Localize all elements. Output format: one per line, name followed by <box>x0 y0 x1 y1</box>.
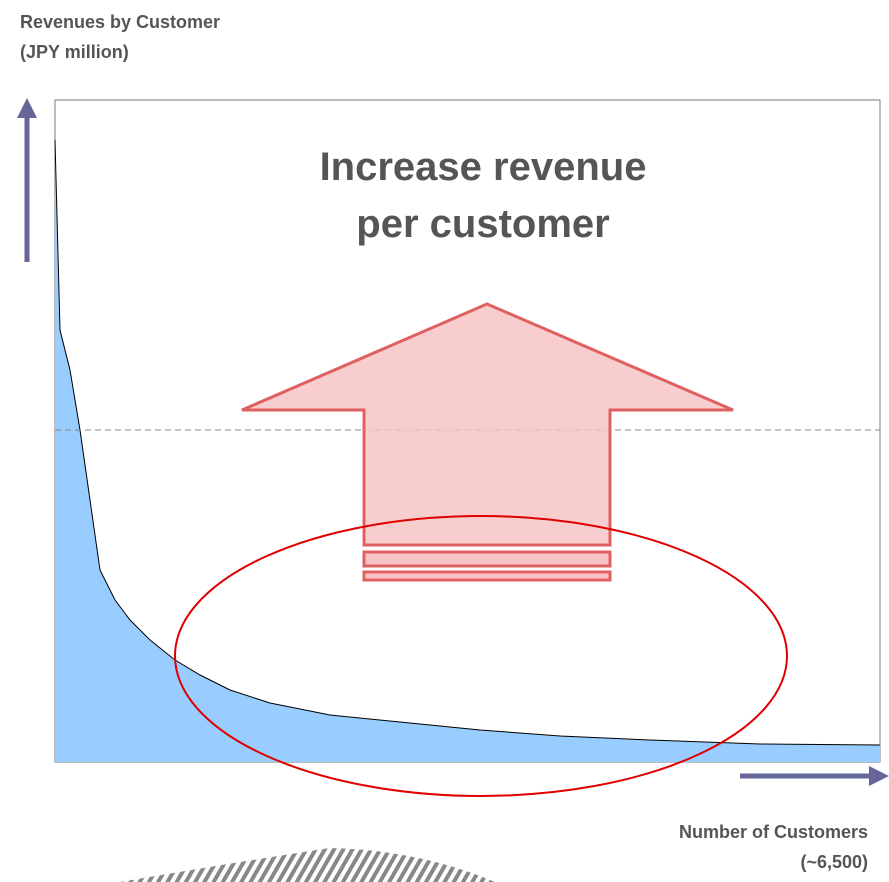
x-axis-arrowhead <box>869 766 889 786</box>
y-axis-label: Revenues by Customer <box>20 12 220 32</box>
arrow-bar <box>362 550 612 568</box>
hatched-shape <box>120 848 495 882</box>
arrow-bar <box>362 570 612 582</box>
x-axis-label: (~6,500) <box>800 852 868 872</box>
focus-ellipse <box>174 515 788 797</box>
revenue-curve <box>54 139 881 746</box>
headline: per customer <box>356 202 609 246</box>
headline: Increase revenue <box>320 145 647 189</box>
up-arrow <box>241 302 734 547</box>
x-axis-label: Number of Customers <box>679 822 868 842</box>
y-axis-label: (JPY million) <box>20 42 129 62</box>
revenue-area <box>55 140 880 762</box>
y-axis-arrowhead <box>17 98 37 118</box>
